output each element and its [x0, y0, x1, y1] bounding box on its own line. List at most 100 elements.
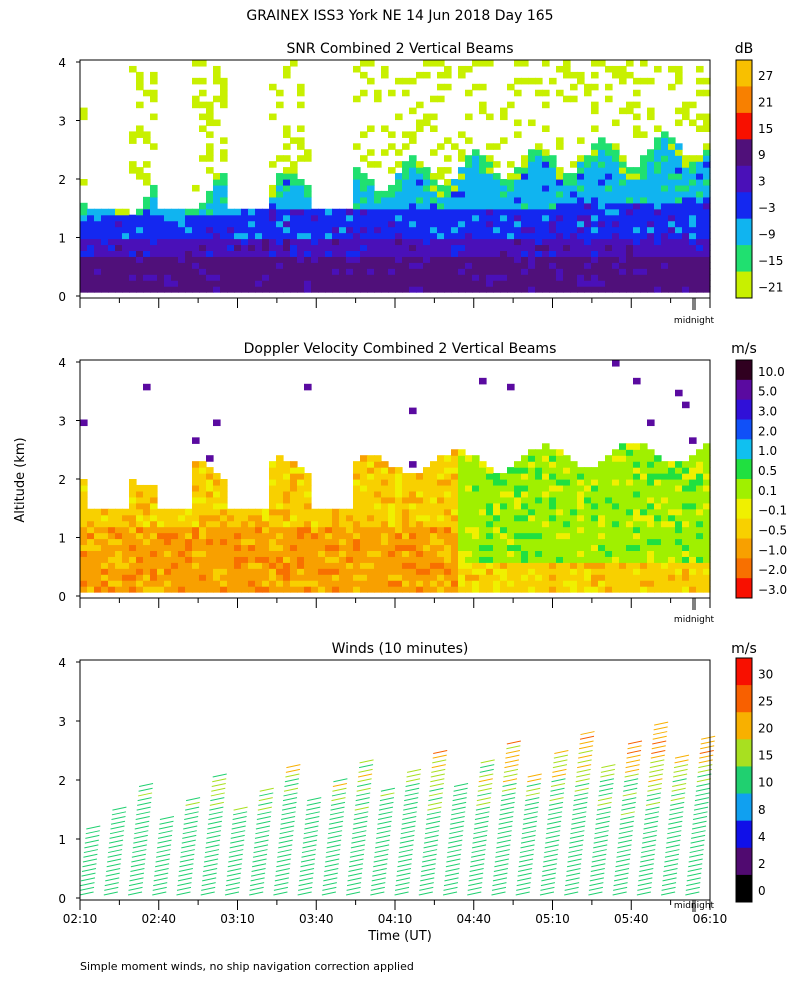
wind-barb: [541, 877, 556, 882]
snr-cell: [633, 113, 641, 121]
doppler-cell: [269, 574, 277, 581]
doppler-cell: [255, 532, 263, 540]
snr-cell: [325, 250, 333, 257]
wind-barb: [700, 740, 715, 745]
snr-cell: [248, 232, 256, 240]
doppler-cell: [633, 556, 641, 563]
snr-cell: [598, 161, 606, 168]
doppler-cell: [591, 473, 599, 480]
doppler-cell: [381, 496, 389, 504]
doppler-colorbar-swatch: [736, 498, 752, 520]
snr-cell: [227, 238, 235, 246]
snr-cell: [563, 274, 571, 281]
wind-barb: [669, 806, 684, 811]
wind-barb: [501, 792, 516, 797]
snr-cell: [262, 244, 270, 251]
doppler-cell: [472, 586, 480, 593]
doppler-cell: [80, 586, 88, 593]
doppler-cell: [696, 514, 704, 522]
doppler-cell: [521, 526, 529, 534]
winds-colorbar-frame: [735, 657, 753, 903]
snr-cell: [241, 220, 249, 228]
wind-barb: [493, 867, 508, 872]
doppler-cell: [570, 496, 578, 504]
snr-cell: [339, 268, 347, 275]
snr-cell: [633, 167, 641, 174]
doppler-cell: [591, 562, 599, 569]
snr-cell: [402, 167, 410, 174]
wind-barb: [642, 834, 657, 839]
snr-cell: [388, 250, 396, 257]
doppler-cell: [570, 484, 578, 492]
snr-cell: [297, 143, 305, 150]
wind-barb: [551, 773, 567, 778]
snr-cell: [661, 149, 669, 156]
wind-barb: [133, 839, 148, 844]
doppler-cell: [591, 502, 599, 510]
snr-cell: [458, 226, 466, 234]
snr-cell: [549, 250, 557, 257]
doppler-cell: [409, 496, 417, 504]
snr-cell: [584, 190, 592, 198]
snr-cell: [290, 167, 298, 174]
snr-cell: [346, 280, 354, 287]
wind-barb: [641, 844, 656, 849]
doppler-cell: [353, 479, 361, 486]
wind-barb: [104, 882, 119, 887]
snr-cell: [563, 208, 571, 216]
snr-cell: [304, 149, 312, 156]
snr-cell: [626, 202, 634, 210]
wind-barb: [328, 825, 343, 830]
doppler-cell: [297, 550, 305, 557]
wind-barb: [670, 797, 685, 802]
snr-cell: [192, 244, 200, 251]
wind-barb: [275, 867, 290, 872]
wind-barb: [156, 849, 171, 854]
snr-cell: [661, 137, 669, 144]
snr-cell: [619, 268, 627, 275]
snr-cell: [150, 220, 158, 228]
doppler-cell: [612, 490, 620, 498]
wind-barb: [574, 792, 589, 797]
snr-cell: [206, 238, 214, 246]
snr-cell: [248, 286, 256, 293]
doppler-cell: [465, 550, 473, 557]
snr-cell: [654, 149, 662, 156]
snr-cell: [374, 220, 382, 228]
wind-barb: [580, 731, 595, 736]
snr-cell: [577, 137, 585, 144]
snr-cell: [563, 280, 571, 287]
wind-barb: [137, 801, 152, 806]
snr-cell: [493, 286, 501, 293]
snr-cell: [430, 179, 438, 186]
doppler-cell: [332, 514, 340, 522]
snr-cell: [381, 190, 389, 198]
snr-cell: [570, 280, 578, 287]
snr-cell: [577, 196, 585, 204]
snr-cell: [612, 232, 620, 240]
doppler-cell: [430, 490, 438, 498]
snr-cell: [108, 268, 116, 275]
snr-cell: [577, 173, 585, 180]
wind-barb: [249, 891, 264, 896]
snr-cell: [640, 280, 648, 287]
snr-cell: [542, 179, 550, 186]
wind-barb: [700, 745, 715, 750]
doppler-cell: [248, 556, 256, 563]
doppler-cell: [423, 520, 431, 528]
snr-cell: [367, 196, 375, 204]
doppler-cell: [374, 538, 382, 546]
snr-cell: [584, 184, 592, 192]
snr-cell: [528, 274, 536, 281]
doppler-cell: [290, 586, 298, 593]
doppler-cell: [479, 496, 487, 504]
snr-cell: [514, 208, 522, 216]
wind-barb: [428, 797, 443, 802]
doppler-cell: [612, 360, 620, 367]
doppler-cell: [80, 496, 88, 504]
doppler-cell: [227, 526, 235, 534]
doppler-cell: [94, 568, 102, 575]
doppler-cell: [297, 473, 305, 480]
snr-cell: [171, 220, 179, 228]
snr-cell: [367, 77, 375, 85]
